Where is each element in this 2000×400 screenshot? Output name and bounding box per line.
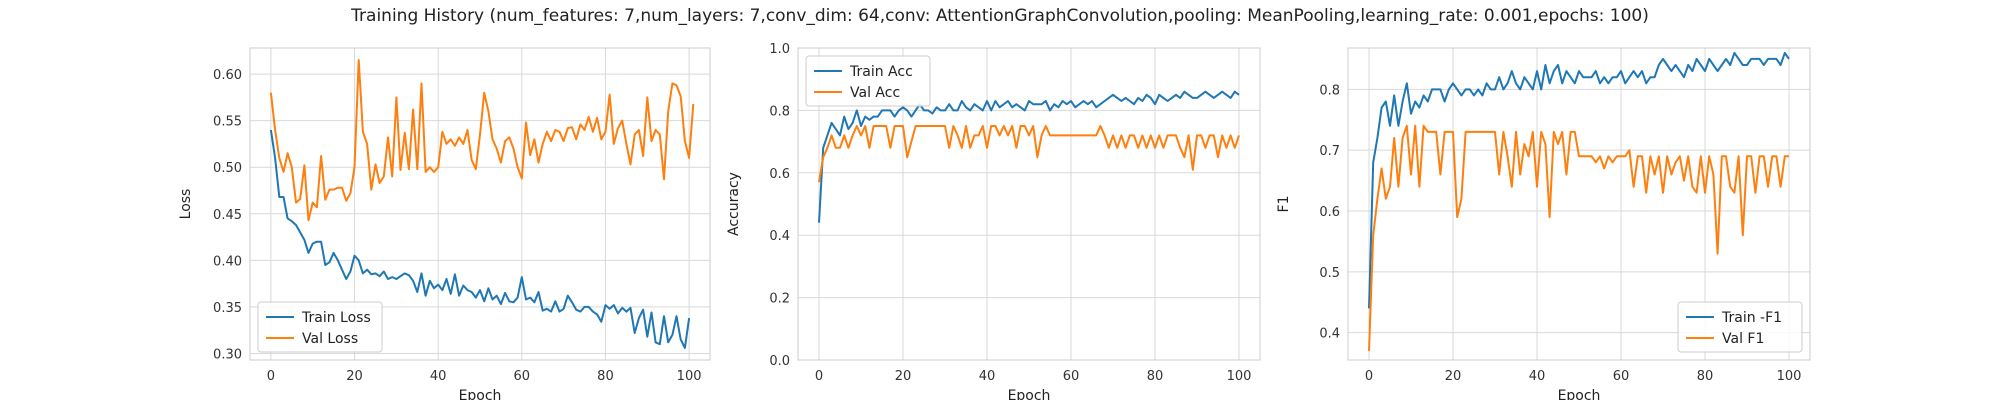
x-tick-label: 0 xyxy=(1365,369,1373,384)
subplot-f1: 0 20 40 60 80 100 0.4 0.5 0.6 0.7 0.8 Epoch F1 Train … xyxy=(1276,47,1811,400)
legend: Train Acc Val Acc xyxy=(805,55,931,107)
legend: Train Loss Val Loss xyxy=(257,301,383,353)
x-tick-label: 40 xyxy=(1529,369,1546,384)
y-tick-label: 0.5 xyxy=(1319,266,1340,281)
y-tick-label: 0.60 xyxy=(213,68,242,83)
x-tick-label: 80 xyxy=(1697,369,1714,384)
x-axis-label: Epoch xyxy=(1558,388,1601,400)
y-tick-label: 0.35 xyxy=(213,301,242,316)
plot-frame xyxy=(1347,47,1811,361)
series-line-val-f1 xyxy=(1368,124,1789,351)
y-tick-label: 0.0 xyxy=(769,354,790,369)
y-tick-label: 0.6 xyxy=(1319,205,1340,220)
x-tick-label: 0 xyxy=(267,369,275,384)
y-tick-label: 0.45 xyxy=(213,208,242,223)
series-line-val-loss xyxy=(269,59,695,222)
x-tick-label: 60 xyxy=(514,369,531,384)
x-tick-label: 20 xyxy=(895,369,912,384)
legend-label: Val Acc xyxy=(850,85,900,101)
x-tick-label: 60 xyxy=(1063,369,1080,384)
y-tick-label: 1.0 xyxy=(769,42,790,57)
series-line-train-loss xyxy=(269,129,691,349)
y-tick-label: 0.8 xyxy=(1319,83,1340,98)
legend-label: Val F1 xyxy=(1722,331,1764,347)
y-tick-label: 0.4 xyxy=(769,229,790,244)
subplot-loss: 0 20 40 60 80 100 0.30 0.35 0.40 0.45 0.50 0.55 0.60… xyxy=(178,47,711,400)
x-tick-label: 80 xyxy=(597,369,614,384)
series-line-train-f1 xyxy=(1368,51,1790,309)
x-tick-label: 100 xyxy=(1227,369,1252,384)
y-tick-label: 0.40 xyxy=(213,254,242,269)
x-axis-label: Epoch xyxy=(459,388,502,400)
plot-frame xyxy=(797,47,1261,361)
y-axis-label: Loss xyxy=(178,189,194,220)
x-tick-label: 80 xyxy=(1147,369,1164,384)
subplot-accuracy: 0 20 40 60 80 100 0.0 0.2 0.4 0.6 0.8 1.0 Epoch Accur… xyxy=(726,42,1261,400)
legend-label: Train Acc xyxy=(849,64,913,80)
y-tick-label: 0.30 xyxy=(213,347,242,362)
y-tick-label: 0.2 xyxy=(769,292,790,307)
legend-box xyxy=(1677,301,1803,353)
legend-box xyxy=(805,55,931,107)
x-tick-label: 100 xyxy=(1777,369,1802,384)
x-axis-label: Epoch xyxy=(1008,388,1051,400)
x-tick-label: 60 xyxy=(1613,369,1630,384)
y-tick-label: 0.6 xyxy=(769,167,790,182)
series-line-train-acc xyxy=(818,90,1240,223)
legend-label: Train -F1 xyxy=(1721,310,1782,326)
legend-label: Val Loss xyxy=(302,331,358,347)
legend: Train -F1 Val F1 xyxy=(1677,301,1803,353)
x-tick-label: 20 xyxy=(1445,369,1462,384)
series-line-val-acc xyxy=(818,125,1240,183)
legend-label: Train Loss xyxy=(301,310,371,326)
figure-title: Training History (num_features: 7,num_la… xyxy=(351,6,1649,26)
x-tick-label: 40 xyxy=(430,369,447,384)
x-tick-label: 0 xyxy=(815,369,823,384)
y-tick-label: 0.8 xyxy=(769,104,790,119)
y-axis-label: Accuracy xyxy=(726,172,742,236)
plot-frame xyxy=(249,47,711,361)
y-axis-label: F1 xyxy=(1276,196,1292,213)
x-tick-label: 40 xyxy=(979,369,996,384)
x-tick-label: 100 xyxy=(677,369,702,384)
y-tick-label: 0.55 xyxy=(213,115,242,130)
legend-box xyxy=(257,301,383,353)
x-tick-label: 20 xyxy=(346,369,363,384)
y-tick-label: 0.4 xyxy=(1319,327,1340,342)
y-tick-label: 0.50 xyxy=(213,161,242,176)
y-tick-label: 0.7 xyxy=(1319,144,1340,159)
